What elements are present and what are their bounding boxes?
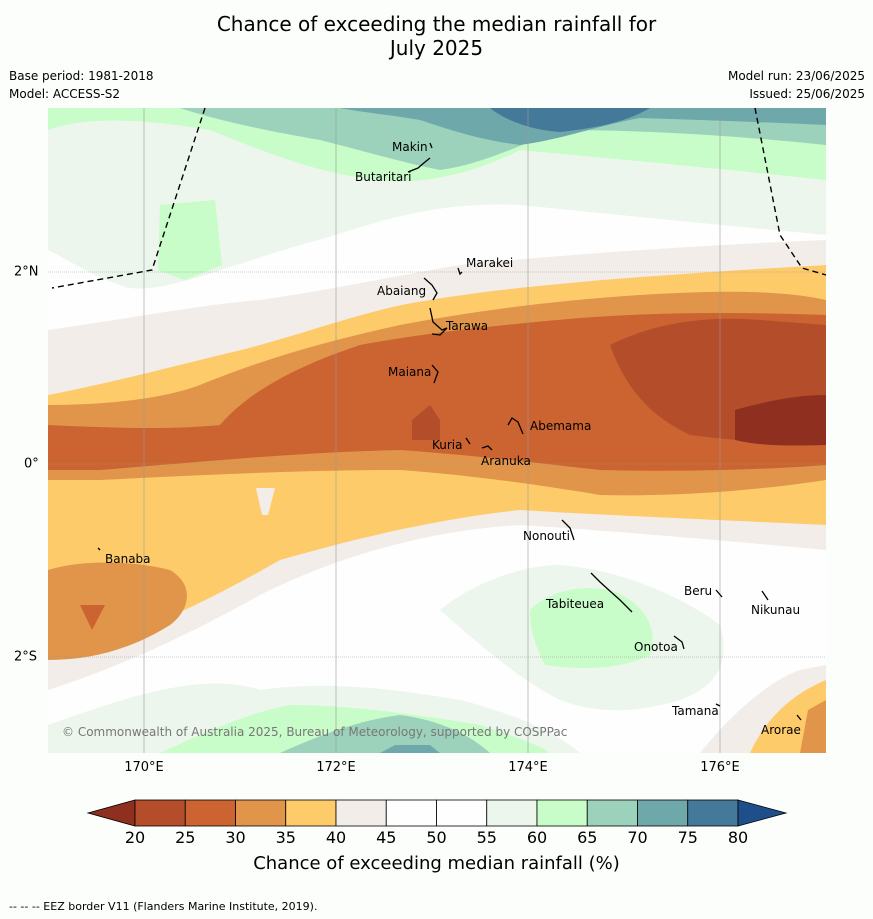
colorbar-tick-label: 20 — [124, 828, 146, 847]
colorbar-segment — [486, 799, 538, 827]
map-title: Chance of exceeding the median rainfall … — [0, 12, 873, 60]
label-nikunau: Nikunau — [751, 603, 800, 617]
colorbar-under-arrow — [86, 799, 136, 827]
label-maiana: Maiana — [388, 365, 431, 379]
colorbar-tick-label: 80 — [727, 828, 749, 847]
label-banaba: Banaba — [105, 552, 151, 566]
label-abaiang: Abaiang — [377, 284, 426, 298]
label-abemama: Abemama — [530, 419, 591, 433]
copyright-text: © Commonwealth of Australia 2025, Bureau… — [62, 725, 567, 739]
colorbar-tick-label: 75 — [677, 828, 698, 847]
meta-left: Base period: 1981-2018 Model: ACCESS-S2 — [9, 67, 154, 103]
rainfall-contours — [48, 108, 826, 753]
colorbar-segment — [335, 799, 387, 827]
lon-label-170: 170°E — [124, 760, 164, 775]
meta-right: Model run: 23/06/2025 Issued: 25/06/2025 — [728, 67, 865, 103]
label-butaritari: Butaritari — [355, 170, 412, 184]
model-name: Model: ACCESS-S2 — [9, 87, 121, 101]
label-beru: Beru — [684, 584, 712, 598]
colorbar-segment — [235, 799, 287, 827]
colorbar-segment — [385, 799, 437, 827]
colorbar-tick-label: 50 — [426, 828, 447, 847]
issued-date: Issued: 25/06/2025 — [749, 87, 865, 101]
lat-label-2n: 2°N — [14, 264, 39, 280]
label-tabiteuea: Tabiteuea — [545, 597, 604, 611]
colorbar — [86, 799, 788, 827]
label-marakei: Marakei — [466, 256, 513, 270]
colorbar-tick-label: 55 — [476, 828, 497, 847]
eez-footnote: -- -- -- EEZ border V11 (Flanders Marine… — [9, 900, 318, 913]
label-tarawa: Tarawa — [445, 319, 488, 333]
colorbar-tick-label: 40 — [325, 828, 347, 847]
colorbar-tick-label: 60 — [526, 828, 548, 847]
colorbar-segment — [134, 799, 186, 827]
colorbar-segment — [536, 799, 588, 827]
label-arorae: Arorae — [761, 723, 801, 737]
label-makin: Makin — [392, 140, 428, 154]
colorbar-tick-label: 35 — [275, 828, 296, 847]
colorbar-segment — [687, 799, 739, 827]
colorbar-tick-label: 70 — [627, 828, 648, 847]
colorbar-tick-label: 65 — [577, 828, 598, 847]
label-onotoa: Onotoa — [634, 640, 678, 654]
colorbar-tick-label: 25 — [175, 828, 196, 847]
title-line-2: July 2025 — [389, 36, 484, 60]
label-kuria: Kuria — [432, 438, 463, 452]
lon-label-172: 172°E — [316, 760, 356, 775]
lon-label-174: 174°E — [508, 760, 548, 775]
colorbar-label: Chance of exceeding median rainfall (%) — [253, 853, 620, 874]
colorbar-segment — [586, 799, 638, 827]
lat-label-0: 0° — [24, 456, 39, 472]
base-period: Base period: 1981-2018 — [9, 69, 154, 83]
label-aranuka: Aranuka — [481, 454, 531, 468]
island-shapes — [97, 142, 802, 721]
title-line-1: Chance of exceeding the median rainfall … — [216, 12, 657, 36]
label-nonouti: Nonouti — [523, 529, 570, 543]
lat-label-2s: 2°S — [14, 649, 38, 665]
colorbar-segment — [285, 799, 337, 827]
colorbar-tick-label: 45 — [376, 828, 397, 847]
colorbar-segment — [637, 799, 689, 827]
colorbar-tick-label: 30 — [225, 828, 246, 847]
model-run: Model run: 23/06/2025 — [727, 69, 865, 83]
island-labels: Makin Butaritari Marakei Abaiang Tarawa … — [105, 140, 801, 737]
lon-label-176: 176°E — [700, 760, 740, 775]
eez-border — [51, 107, 827, 289]
graticule — [48, 108, 826, 753]
colorbar-segment — [184, 799, 236, 827]
colorbar-over-arrow — [737, 799, 788, 827]
colorbar-segment — [436, 799, 488, 827]
label-tamana: Tamana — [671, 704, 719, 718]
